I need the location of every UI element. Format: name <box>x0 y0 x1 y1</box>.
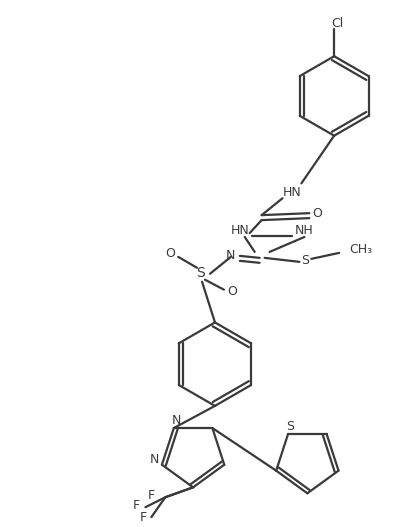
Text: O: O <box>312 207 322 220</box>
Text: N: N <box>172 414 181 426</box>
Text: S: S <box>301 255 309 267</box>
Text: F: F <box>133 499 140 512</box>
Text: S: S <box>286 419 294 433</box>
Text: N: N <box>226 249 235 262</box>
Text: O: O <box>227 285 237 298</box>
Text: F: F <box>140 511 147 524</box>
Text: HN: HN <box>283 186 302 199</box>
Text: N: N <box>149 453 159 466</box>
Text: F: F <box>148 489 155 502</box>
Text: Cl: Cl <box>331 17 343 30</box>
Text: CH₃: CH₃ <box>349 243 372 257</box>
Text: O: O <box>166 247 175 260</box>
Text: HN: HN <box>230 223 249 237</box>
Text: NH: NH <box>295 223 314 237</box>
Text: S: S <box>196 266 204 280</box>
